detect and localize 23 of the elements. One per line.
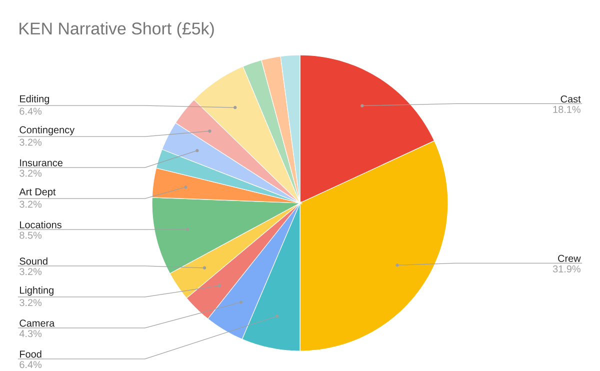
data-label: 3.2% xyxy=(20,268,42,276)
data-label: 3.2% xyxy=(20,170,42,177)
slice-label: Crew xyxy=(558,254,581,262)
slice-label: Locations xyxy=(20,221,62,228)
slice-label: Art Dept xyxy=(19,188,56,198)
data-label: 3.2% xyxy=(20,138,42,146)
chart-title: KEN Narrative Short (£5k) xyxy=(20,22,214,38)
slice-label: Lighting xyxy=(20,286,54,296)
data-label: 31.9% xyxy=(552,265,580,272)
data-label: 3.2% xyxy=(20,200,42,208)
data-label: 6.4% xyxy=(20,108,42,115)
slice-label: Camera xyxy=(20,320,55,327)
slice-label: Sound xyxy=(20,257,48,265)
data-label: 6.4% xyxy=(20,361,42,368)
data-label: 18.1% xyxy=(553,106,580,113)
data-label: 4.3% xyxy=(19,330,42,338)
slice-label: Editing xyxy=(20,95,50,104)
data-label: 8.5% xyxy=(20,232,42,239)
slice-label: Contingency xyxy=(20,126,75,136)
slice-label: Insurance xyxy=(20,159,62,166)
slice-label: Food xyxy=(20,350,42,358)
slice-label: Cast xyxy=(560,95,581,103)
data-label: 3.2% xyxy=(20,299,42,306)
